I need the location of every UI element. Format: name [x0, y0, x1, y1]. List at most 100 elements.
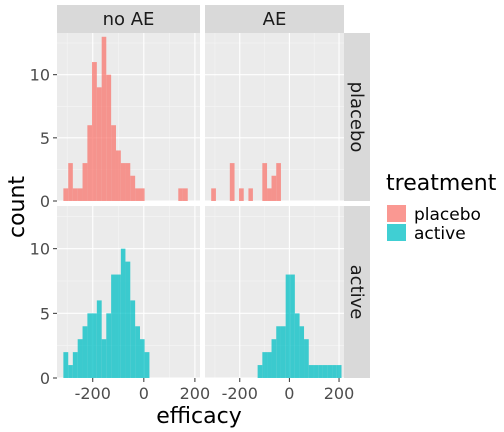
panel-bars-1 — [211, 163, 281, 201]
facet-row-label: active — [346, 265, 367, 320]
panel-bars-3 — [257, 274, 342, 378]
histogram-bar — [299, 326, 305, 378]
y-tick-label: 0 — [40, 369, 50, 388]
histogram-bar — [239, 188, 244, 201]
histogram-bar — [139, 188, 145, 201]
histogram-bar — [106, 313, 112, 378]
histogram-bar — [115, 274, 121, 378]
histogram-bar — [139, 339, 145, 378]
histogram-bar — [87, 125, 92, 201]
histogram-bar — [290, 274, 295, 378]
histogram-bar — [229, 163, 235, 201]
histogram-bar — [72, 352, 78, 378]
histogram-bar — [280, 326, 286, 378]
legend-key-placebo — [387, 205, 406, 222]
panels-layer — [57, 33, 344, 379]
histogram-bar — [120, 248, 126, 378]
histogram-bar — [332, 365, 337, 378]
facet-col-label: no AE — [103, 9, 155, 30]
histogram-bar — [82, 163, 88, 201]
histogram-bar — [96, 300, 102, 378]
legend-label-active: active — [414, 224, 466, 244]
histogram-bar — [257, 365, 263, 378]
y-tick-label: 10 — [30, 66, 50, 85]
histogram-bar — [77, 188, 83, 201]
y-tick-label: 5 — [40, 304, 50, 323]
panel-background — [205, 33, 344, 201]
facet-row-label: placebo — [346, 82, 367, 153]
histogram-bar — [125, 163, 131, 201]
histogram-bar — [271, 339, 277, 378]
histogram-bar — [63, 188, 69, 201]
facet-strip-row — [344, 33, 370, 201]
histogram-bar — [248, 188, 253, 201]
histogram-bar — [120, 163, 126, 201]
histogram-bar — [144, 352, 150, 378]
histogram-bar — [267, 352, 272, 378]
histogram-bar — [294, 313, 300, 378]
facet-strip-col — [205, 5, 344, 33]
histogram-bar — [68, 163, 73, 201]
histogram-bar — [285, 274, 291, 378]
facet-strip-col — [57, 5, 200, 33]
facet-strip-row — [344, 206, 370, 378]
y-tick-label: 10 — [30, 240, 50, 259]
x-tick-label: 0 — [284, 384, 294, 403]
histogram-bar — [318, 365, 323, 378]
histogram-bar — [276, 163, 281, 201]
histogram-bar — [115, 150, 121, 201]
y-tick-label: 5 — [40, 129, 50, 148]
x-axis-title: efficacy — [156, 404, 242, 429]
histogram-bar — [135, 188, 140, 201]
histogram-bar — [276, 326, 281, 378]
x-tick-label: 200 — [180, 384, 211, 403]
x-tick-label: -200 — [75, 384, 111, 403]
histogram-bar — [182, 188, 188, 201]
histogram-bar — [271, 175, 277, 201]
histogram-bar — [111, 125, 116, 201]
x-tick-label: 200 — [324, 384, 355, 403]
histogram-bar — [91, 313, 97, 378]
histogram-bar — [322, 365, 328, 378]
histogram-bar — [101, 36, 107, 201]
histogram-bar — [135, 326, 140, 378]
histogram-bar — [106, 74, 112, 201]
histogram-bar — [125, 261, 131, 378]
histogram-bar — [101, 339, 107, 378]
histogram-bar — [336, 365, 342, 378]
legend-key-active — [387, 224, 406, 241]
histogram-bar — [77, 339, 83, 378]
histogram-bar — [327, 365, 333, 378]
histogram-bar — [87, 313, 92, 378]
histogram-bar — [262, 163, 268, 201]
panel-bars-0 — [63, 36, 188, 202]
y-tick-label: 0 — [40, 192, 50, 211]
histogram-bar — [91, 62, 97, 202]
histogram-bar — [262, 352, 268, 378]
histogram-bar — [63, 352, 69, 378]
histogram-bar — [111, 274, 116, 378]
histogram-bar — [267, 188, 272, 201]
legend-title: treatment — [386, 171, 497, 196]
x-tick-label: 0 — [139, 384, 149, 403]
histogram-bar — [313, 365, 319, 378]
histogram-bar — [304, 339, 309, 378]
histogram-bar — [72, 188, 78, 201]
axes-layer: no AE AE placebo active 0 5 10 0 5 10 -200 0 200 -200… — [30, 5, 370, 403]
histogram-bar — [82, 326, 88, 378]
histogram-bar — [211, 188, 216, 201]
panel-bars-2 — [63, 248, 150, 378]
facet-col-label: AE — [263, 9, 287, 30]
panel-1 — [205, 33, 344, 202]
histogram-bar — [178, 188, 183, 201]
histogram-bar — [68, 365, 73, 378]
x-tick-label: -200 — [222, 384, 258, 403]
histogram-bar — [308, 365, 314, 378]
histogram-bar — [96, 87, 102, 201]
histogram-bar — [130, 300, 136, 378]
legend-label-placebo: placebo — [414, 205, 481, 225]
y-axis-title: count — [5, 176, 30, 238]
histogram-bar — [130, 175, 136, 201]
